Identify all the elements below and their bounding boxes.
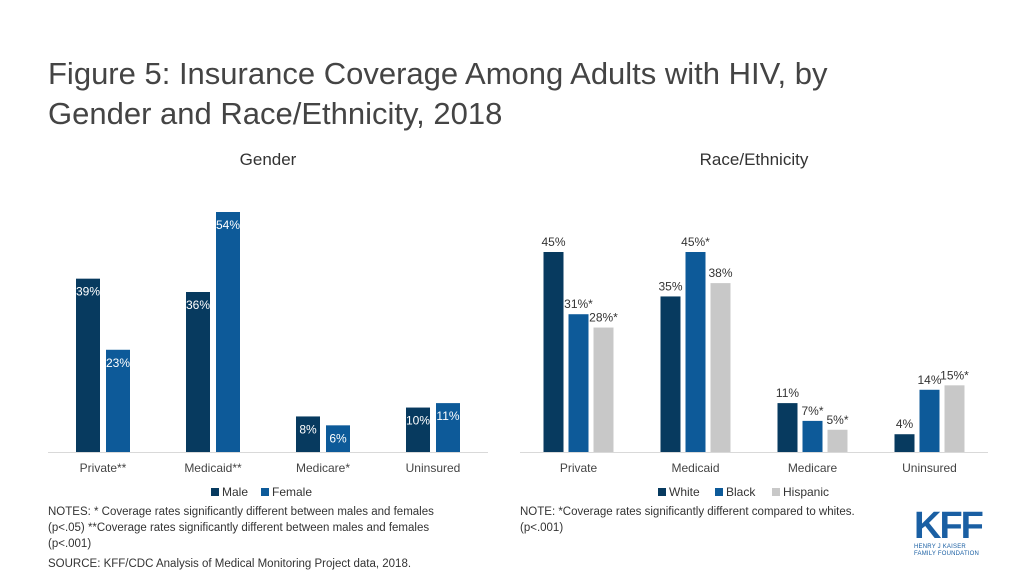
bar-white-4 <box>894 434 915 452</box>
bar-hispanic-4 <box>944 385 965 452</box>
bar-female-1 <box>106 349 130 452</box>
category-label-1: Private <box>560 461 598 475</box>
chart-subtitle: Gender <box>240 150 297 169</box>
data-label-hispanic-2: 38% <box>708 266 732 280</box>
bar-black-3 <box>802 420 823 452</box>
gender-chart: Gender 39% 23% Private** 36% 54% Medicaid** 8% 6… <box>48 150 488 499</box>
data-label-black-1: 31%* <box>564 297 593 311</box>
notes-left: NOTES: * Coverage rates significantly di… <box>48 504 498 572</box>
bar-male-3 <box>296 416 320 452</box>
kff-logo-line-2: FAMILY FOUNDATION <box>914 551 980 557</box>
data-label-white-4: 4% <box>896 417 914 431</box>
data-label-female-4: 11% <box>436 409 459 423</box>
data-label-male-4: 10% <box>406 414 430 428</box>
data-label-female-3: 6% <box>329 431 347 445</box>
legend-label-male: Male <box>222 485 248 499</box>
notes-right: NOTE: *Coverage rates significantly diff… <box>520 504 900 536</box>
category-label-2: Medicaid** <box>184 461 242 475</box>
source-text: SOURCE: KFF/CDC Analysis of Medical Moni… <box>48 558 412 570</box>
notes-left-line-1: NOTES: * Coverage rates significantly di… <box>48 506 434 518</box>
legend-label-female: Female <box>272 485 312 499</box>
data-label-white-1: 45% <box>541 235 565 249</box>
race-ethnicity-chart: Race/Ethnicity 45% 31%*28%* Private 35% 45%* 3… <box>520 150 988 499</box>
data-label-white-2: 35% <box>658 279 682 293</box>
legend-label-white: White <box>669 485 700 499</box>
category-label-3: Medicare* <box>296 461 350 475</box>
page-title: Figure 5: Insurance Coverage Among Adult… <box>48 54 988 134</box>
data-label-female-2: 54% <box>216 218 240 232</box>
data-label-black-3: 7%* <box>801 404 823 418</box>
data-label-white-3: 11% <box>776 386 799 400</box>
bar-male-1 <box>76 278 100 452</box>
data-label-black-4: 14% <box>917 373 941 387</box>
legend-swatch-hispanic <box>772 488 780 496</box>
category-label-4: Uninsured <box>406 461 461 475</box>
legend-swatch-male <box>211 488 219 496</box>
data-label-female-1: 23% <box>106 356 130 370</box>
bar-male-4 <box>406 407 430 452</box>
notes-right-line-2: (p<.001) <box>520 522 564 534</box>
bar-female-2 <box>216 212 240 452</box>
notes-right-line-1: NOTE: *Coverage rates significantly diff… <box>520 506 855 518</box>
bar-hispanic-2 <box>710 283 731 452</box>
data-label-male-2: 36% <box>186 298 210 312</box>
bar-white-2 <box>660 296 681 452</box>
bar-white-3 <box>777 403 798 452</box>
notes-left-line-2: (p<.05) **Coverage rates significantly d… <box>48 522 430 534</box>
kff-logo-mark: KFF <box>914 505 984 547</box>
bar-female-4 <box>436 403 460 452</box>
category-label-3: Medicare <box>788 461 838 475</box>
title-line-2: Gender and Race/Ethnicity, 2018 <box>48 96 503 131</box>
kff-logo: KFF HENRY J KAISER FAMILY FOUNDATION <box>914 505 986 560</box>
data-label-hispanic-3: 5%* <box>826 413 848 427</box>
title-line-1: Figure 5: Insurance Coverage Among Adult… <box>48 56 828 91</box>
kff-logo-line-1: HENRY J KAISER <box>914 544 966 550</box>
legend-swatch-female <box>261 488 269 496</box>
notes-left-line-3: (p<.001) <box>48 538 92 550</box>
legend-label-black: Black <box>726 485 756 499</box>
data-label-male-1: 39% <box>76 285 100 299</box>
bar-hispanic-1 <box>593 327 614 452</box>
bar-female-3 <box>326 425 350 452</box>
data-label-hispanic-1: 28%* <box>589 311 618 325</box>
bar-black-1 <box>568 314 589 452</box>
bar-black-4 <box>919 389 940 452</box>
bar-black-2 <box>685 252 706 452</box>
bar-white-1 <box>543 252 564 452</box>
data-label-black-2: 45%* <box>681 235 710 249</box>
legend-swatch-black <box>715 488 723 496</box>
bar-male-2 <box>186 292 210 452</box>
data-label-hispanic-4: 15%* <box>940 368 969 382</box>
legend-swatch-white <box>658 488 666 496</box>
legend-label-hispanic: Hispanic <box>783 485 829 499</box>
bar-hispanic-3 <box>827 429 848 452</box>
category-label-1: Private** <box>80 461 127 475</box>
category-label-2: Medicaid <box>671 461 719 475</box>
category-label-4: Uninsured <box>902 461 957 475</box>
data-label-male-3: 8% <box>299 422 317 436</box>
chart-subtitle: Race/Ethnicity <box>700 150 809 169</box>
